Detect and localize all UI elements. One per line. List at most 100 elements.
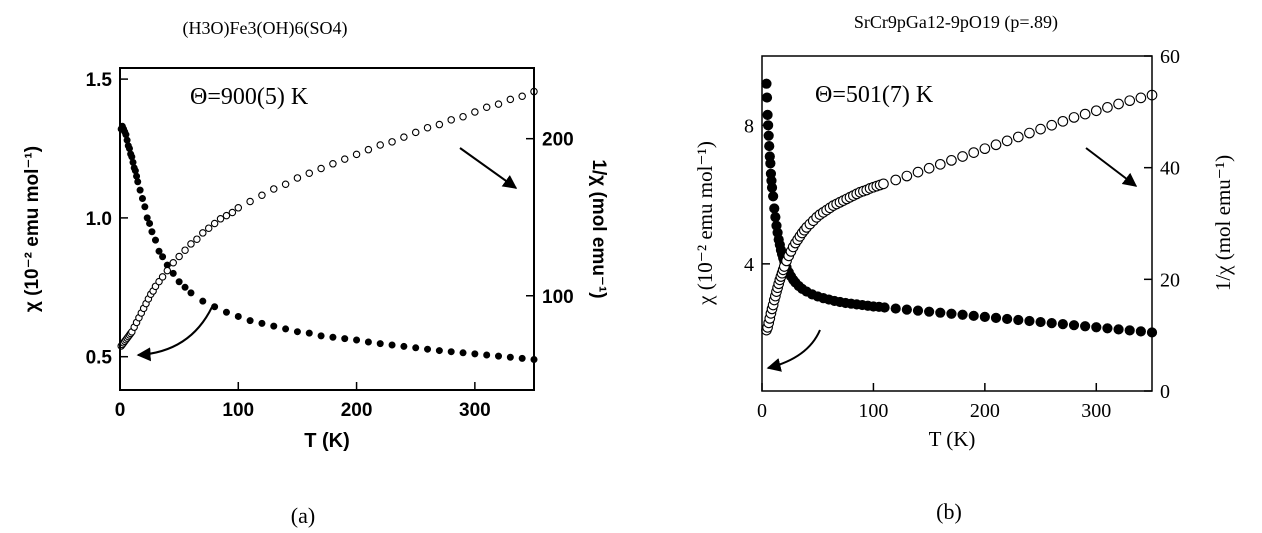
inverse-chi-point-42	[329, 160, 337, 168]
chi-point-41	[341, 335, 349, 343]
x-tick-label: 200	[970, 400, 1000, 422]
chi-point-43	[879, 302, 890, 313]
inverse-chi-point-27	[193, 235, 201, 243]
y-right-tick-label: 0	[1160, 381, 1170, 403]
inverse-chi-point-55	[946, 155, 957, 166]
inverse-chi-point-53	[459, 112, 467, 121]
inverse-chi-point-46	[376, 141, 384, 149]
panel-b: SrCr9pGa12-9pO19 (p=.89) 0 100 200 300 4 8 0 20…	[693, 12, 1235, 524]
chi-point-12	[769, 203, 780, 214]
chi-point-32	[234, 312, 242, 320]
chi-point-53	[483, 351, 491, 359]
chi-point-56	[1024, 315, 1035, 327]
inverse-chi-point-38	[281, 180, 290, 188]
chi-point-7	[765, 158, 776, 169]
chi-point-51	[968, 310, 979, 321]
chi-point-57	[1035, 316, 1046, 328]
chi-point-47	[412, 344, 420, 352]
inverse-chi-point-57	[506, 95, 515, 104]
chi-point-46	[400, 342, 408, 350]
chi-point-26	[175, 278, 183, 286]
x-tick-label: 0	[757, 400, 767, 422]
annotation-b: Θ=501(7) K	[815, 82, 934, 108]
inverse-chi-point-65	[1057, 115, 1069, 127]
panel-a: (H3O)Fe3(OH)6(SO4) 0 100 200 300 0.5 1.0 1.5 10…	[22, 18, 609, 528]
chi-point-11	[768, 191, 779, 202]
chi-point-49	[435, 347, 443, 355]
ticks-a: 0 100 200 300 0.5 1.0 1.5 100 200	[86, 70, 574, 421]
inverse-chi-point-66	[1068, 112, 1080, 123]
ylabel-right-b: 1/χ (mol emu⁻¹)	[1211, 155, 1235, 291]
chi-point-42	[353, 336, 361, 344]
inverse-chi-point-41	[317, 164, 325, 173]
ylabel-left-b: χ (10⁻² emu mol⁻¹)	[693, 141, 717, 306]
y-right-tick-label: 60	[1160, 46, 1180, 68]
chi-point-45	[388, 341, 396, 349]
ylabel-right-a: 1/χ (mol emu⁻¹)	[588, 159, 609, 298]
y-right-tick-label: 100	[542, 287, 574, 308]
marks-b	[761, 78, 1158, 338]
arrow-right-axis-b	[1085, 147, 1138, 187]
chi-point-13	[770, 211, 781, 223]
inverse-chi-point-68	[1090, 105, 1102, 117]
chi-point-43	[364, 338, 372, 346]
y-right-tick-label: 40	[1160, 158, 1180, 180]
title-b: SrCr9pGa12-9pO19 (p=.89)	[854, 12, 1058, 33]
chi-point-44	[376, 340, 384, 348]
title-a: (H3O)Fe3(OH)6(SO4)	[183, 18, 348, 39]
y-left-tick-label: 1.5	[86, 70, 113, 91]
inverse-chi-point-32	[222, 211, 231, 220]
inverse-chi-point-24	[175, 252, 183, 261]
chi-point-38	[305, 329, 313, 337]
chi-point-17	[141, 203, 149, 211]
inverse-chi-point-30	[210, 219, 219, 228]
inverse-chi-point-51	[901, 170, 913, 182]
inverse-chi-point-28	[199, 229, 207, 237]
inverse-chi-point-72	[1135, 92, 1147, 104]
chi-point-21	[151, 236, 159, 244]
chi-point-2	[762, 109, 773, 120]
chi-point-36	[282, 325, 290, 333]
chi-point-39	[317, 332, 325, 340]
inverse-chi-point-56	[957, 151, 968, 162]
chi-point-1	[761, 92, 773, 103]
inverse-chi-point-52	[447, 116, 455, 124]
inverse-chi-point-43	[340, 155, 349, 163]
plot-frame-a	[119, 67, 535, 391]
inverse-chi-point-58	[518, 92, 526, 101]
chi-point-20	[148, 228, 156, 236]
y-left-tick-label: 1.0	[86, 209, 112, 230]
inverse-chi-point-64	[1046, 119, 1058, 131]
inverse-chi-point-55	[482, 103, 491, 112]
chi-point-55	[1013, 314, 1024, 326]
chi-point-30	[211, 303, 219, 311]
chi-point-0	[761, 78, 772, 89]
inverse-chi-point-54	[471, 108, 479, 116]
inverse-chi-point-49	[878, 178, 889, 190]
plot-frame-b	[761, 55, 1153, 392]
chi-point-31	[222, 308, 230, 316]
inverse-chi-point-50	[890, 174, 902, 186]
inverse-chi-point-52	[912, 166, 924, 178]
chi-point-52	[979, 311, 990, 322]
inverse-chi-point-33	[228, 208, 237, 217]
chi-point-51	[459, 349, 467, 357]
inverse-chi-point-40	[305, 169, 314, 177]
inverse-chi-point-63	[1035, 123, 1046, 135]
inverse-chi-point-21	[158, 273, 167, 281]
chi-point-50	[957, 309, 968, 320]
inverse-chi-point-44	[352, 150, 361, 159]
chi-point-29	[199, 297, 207, 305]
chi-point-27	[181, 283, 189, 291]
panel-label-a: (a)	[291, 503, 315, 528]
chi-point-28	[187, 289, 195, 297]
inverse-chi-point-57	[968, 147, 980, 158]
inverse-chi-point-49	[411, 128, 420, 137]
inverse-chi-point-31	[216, 215, 225, 223]
chi-point-23	[159, 253, 167, 261]
chi-point-46	[912, 305, 924, 316]
inverse-chi-point-50	[423, 123, 432, 132]
inverse-chi-point-71	[1124, 95, 1136, 107]
x-tick-label: 200	[341, 400, 373, 421]
